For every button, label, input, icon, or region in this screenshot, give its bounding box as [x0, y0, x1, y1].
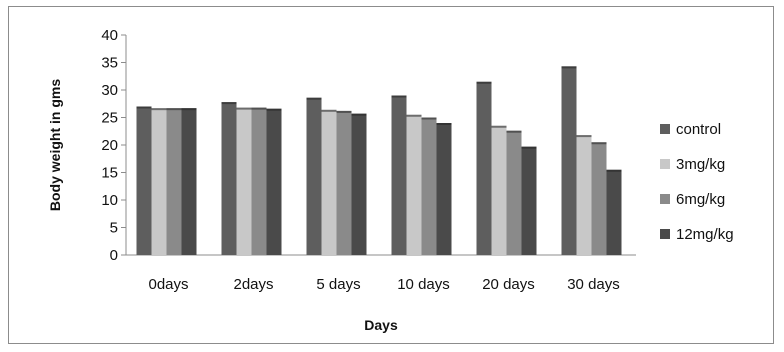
- bar-cap: [266, 108, 282, 111]
- y-tick-label: 35: [101, 55, 118, 72]
- x-tick-label: 30 days: [567, 276, 620, 293]
- legend-swatch: [660, 159, 670, 169]
- y-axis-title: Body weight in gms: [47, 79, 63, 211]
- y-tick-label: 25: [101, 110, 118, 127]
- bar-cap: [591, 142, 607, 145]
- legend-swatch: [660, 124, 670, 134]
- y-tick-label: 30: [101, 82, 118, 99]
- bar-cap: [436, 123, 452, 125]
- bar-cap: [251, 107, 267, 110]
- legend-swatch: [660, 194, 670, 204]
- bar-6mg-kg: [166, 108, 182, 256]
- bar-cap: [561, 66, 577, 69]
- bar-cap: [181, 108, 197, 111]
- bar-3mg-kg: [576, 135, 592, 255]
- bar-3mg-kg: [151, 108, 167, 256]
- bar-6mg-kg: [591, 142, 607, 255]
- bar-control: [306, 97, 322, 255]
- bar-6mg-kg: [251, 107, 267, 255]
- x-axis: 0days 2days 5 days 10 days 20 days 30 days: [126, 254, 636, 293]
- bars: [136, 66, 622, 256]
- bar-12mg-kg: [436, 123, 452, 255]
- bar-cap: [576, 135, 592, 138]
- bar-control: [391, 95, 407, 255]
- bar-6mg-kg: [506, 130, 522, 255]
- y-tick-label: 5: [110, 220, 118, 237]
- bar-12mg-kg: [521, 146, 537, 255]
- bar-cap: [606, 169, 622, 172]
- x-tick-label: 10 days: [397, 276, 450, 293]
- bar-cap: [476, 81, 492, 84]
- bar-control: [136, 106, 152, 255]
- bar-cap: [336, 110, 352, 113]
- bar-6mg-kg: [421, 117, 437, 255]
- y-tick-label: 15: [101, 165, 118, 182]
- legend: control 3mg/kg 6mg/kg 12mg/kg: [660, 121, 734, 243]
- y-axis: 0 5 10 15 20 25 30 35 40: [101, 27, 127, 264]
- x-tick-label: 20 days: [482, 276, 535, 293]
- x-tick-label: 2days: [233, 276, 273, 293]
- legend-label: 3mg/kg: [676, 156, 725, 173]
- bar-cap: [236, 107, 252, 110]
- legend-label: control: [676, 121, 721, 138]
- bar-12mg-kg: [266, 108, 282, 255]
- bar-3mg-kg: [321, 109, 337, 255]
- bar-control: [476, 81, 492, 255]
- bar-3mg-kg: [236, 107, 252, 255]
- bar-cap: [406, 114, 422, 117]
- bar-cap: [521, 146, 537, 149]
- y-tick-label: 0: [110, 247, 118, 264]
- chart-frame: [8, 6, 774, 344]
- y-tick-label: 20: [101, 137, 118, 154]
- bar-cap: [391, 95, 407, 98]
- bar-cap: [321, 109, 337, 112]
- x-axis-title: Days: [364, 317, 398, 333]
- bar-cap: [351, 113, 367, 116]
- y-tick-label: 10: [101, 192, 118, 209]
- bar-cap: [221, 102, 237, 105]
- bar-control: [221, 102, 237, 255]
- bar-cap: [306, 97, 322, 100]
- y-tick-label: 40: [101, 27, 118, 44]
- bar-3mg-kg: [491, 125, 507, 255]
- bar-3mg-kg: [406, 114, 422, 255]
- bar-control: [561, 66, 577, 255]
- bar-12mg-kg: [606, 169, 622, 255]
- bar-cap: [136, 106, 152, 109]
- bar-cap: [151, 108, 167, 111]
- bar-12mg-kg: [351, 113, 367, 256]
- bar-6mg-kg: [336, 110, 352, 256]
- legend-label: 6mg/kg: [676, 191, 725, 208]
- x-tick-label: 5 days: [316, 276, 360, 293]
- bar-cap: [491, 125, 507, 128]
- legend-label: 12mg/kg: [676, 226, 734, 243]
- legend-swatch: [660, 229, 670, 239]
- bar-cap: [421, 117, 437, 120]
- x-tick-label: 0days: [148, 276, 188, 293]
- bar-cap: [506, 130, 522, 133]
- bar-cap: [166, 108, 182, 111]
- bar-12mg-kg: [181, 108, 197, 256]
